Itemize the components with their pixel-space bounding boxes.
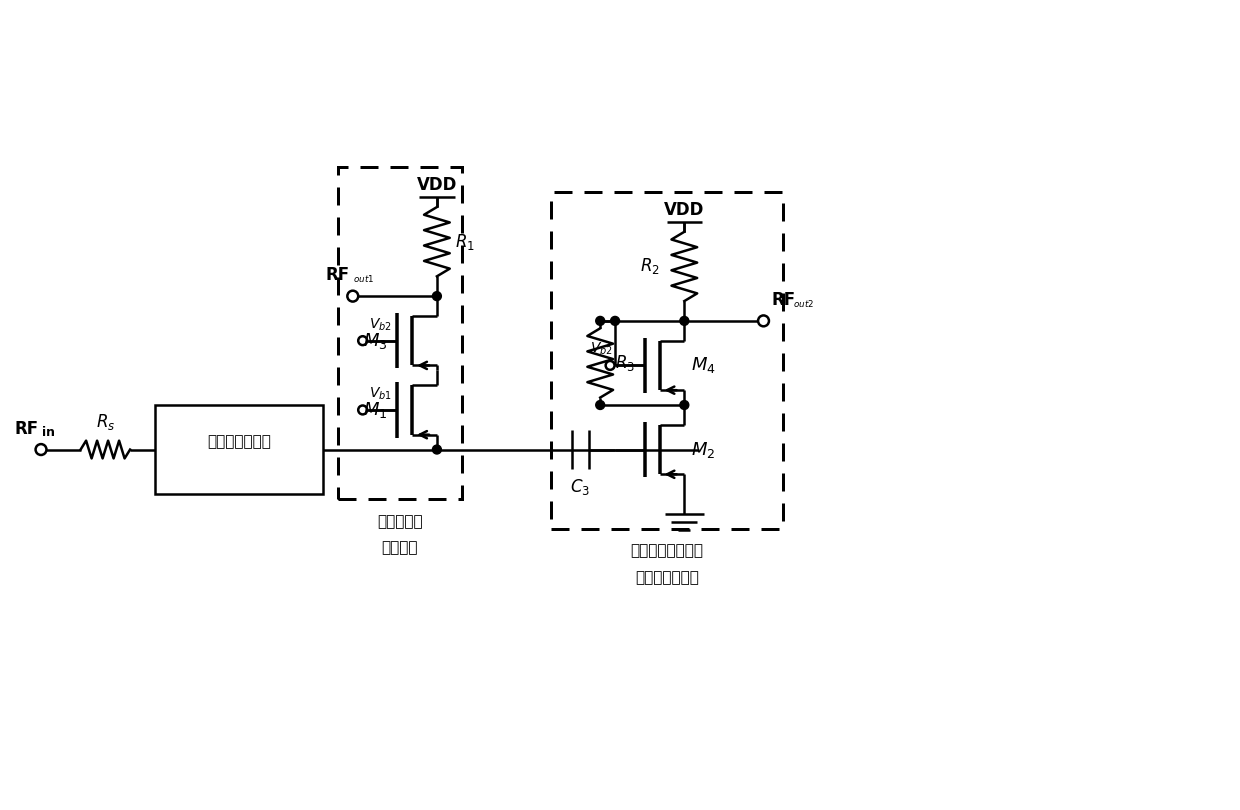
Text: $C_3$: $C_3$ <box>570 477 590 497</box>
Text: $R_3$: $R_3$ <box>615 353 635 373</box>
Text: $M_1$: $M_1$ <box>362 400 387 420</box>
Text: RF: RF <box>771 291 796 309</box>
Text: $_{out2}$: $_{out2}$ <box>794 297 815 310</box>
Text: 极输入放大电路: 极输入放大电路 <box>635 570 699 586</box>
Text: $M_3$: $M_3$ <box>362 330 387 351</box>
Circle shape <box>680 401 688 409</box>
Circle shape <box>610 317 620 326</box>
Text: 放大电路: 放大电路 <box>382 540 418 556</box>
Text: $R_s$: $R_s$ <box>95 411 115 432</box>
Circle shape <box>595 317 605 326</box>
Text: $V_{b2}$: $V_{b2}$ <box>368 317 392 333</box>
Text: $V_{b1}$: $V_{b1}$ <box>368 386 392 402</box>
Circle shape <box>595 401 605 409</box>
Text: $M_4$: $M_4$ <box>691 356 715 375</box>
Circle shape <box>680 317 688 326</box>
Circle shape <box>433 292 441 301</box>
Bar <box>155 405 324 494</box>
Text: 共栅极输入: 共栅极输入 <box>377 514 423 529</box>
Text: RF: RF <box>15 420 38 437</box>
Text: RF: RF <box>326 266 350 284</box>
Text: $_{out1}$: $_{out1}$ <box>352 272 374 285</box>
Text: $V_{b2}$: $V_{b2}$ <box>590 341 613 357</box>
Circle shape <box>433 445 441 454</box>
Text: VDD: VDD <box>417 177 458 194</box>
Text: 阻抗下变换网络: 阻抗下变换网络 <box>207 434 270 449</box>
Text: $R_2$: $R_2$ <box>640 257 660 276</box>
Text: $M_2$: $M_2$ <box>691 440 715 459</box>
Text: VDD: VDD <box>665 201 704 219</box>
Text: 带反馈电阔的共源: 带反馈电阔的共源 <box>630 544 703 559</box>
Text: $R_1$: $R_1$ <box>455 232 475 252</box>
Text: in: in <box>42 425 55 439</box>
